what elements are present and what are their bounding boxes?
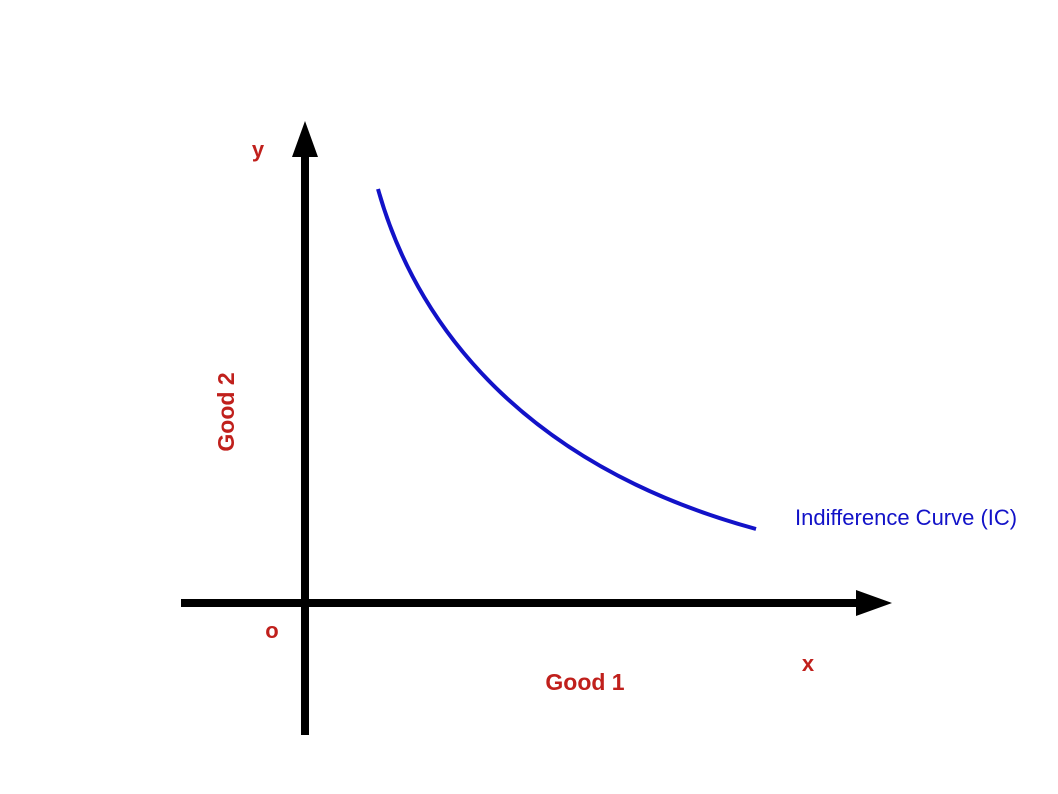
y-axis-arrowhead-icon bbox=[292, 121, 318, 157]
y-axis-title: Good 2 bbox=[213, 372, 239, 451]
x-axis-arrowhead-icon bbox=[856, 590, 892, 616]
origin-label: o bbox=[265, 618, 278, 643]
axes bbox=[181, 121, 892, 735]
curve-label: Indifference Curve (IC) bbox=[795, 505, 1017, 530]
y-axis-letter: y bbox=[252, 137, 265, 162]
indifference-curve bbox=[376, 188, 757, 531]
x-axis-title: Good 1 bbox=[545, 669, 624, 695]
x-axis-letter: x bbox=[802, 651, 815, 676]
